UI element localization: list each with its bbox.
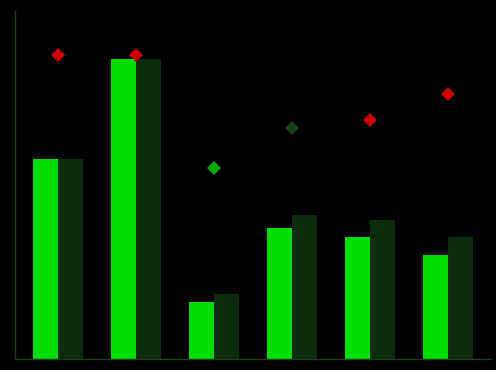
- Bar: [214, 294, 239, 359]
- Bar: [448, 237, 473, 359]
- Bar: [189, 302, 214, 359]
- Bar: [292, 215, 317, 359]
- Bar: [111, 59, 136, 359]
- Bar: [136, 59, 161, 359]
- Bar: [370, 220, 395, 359]
- Bar: [345, 237, 370, 359]
- Bar: [423, 255, 448, 359]
- Bar: [267, 228, 292, 359]
- Bar: [33, 159, 58, 359]
- Bar: [58, 159, 83, 359]
